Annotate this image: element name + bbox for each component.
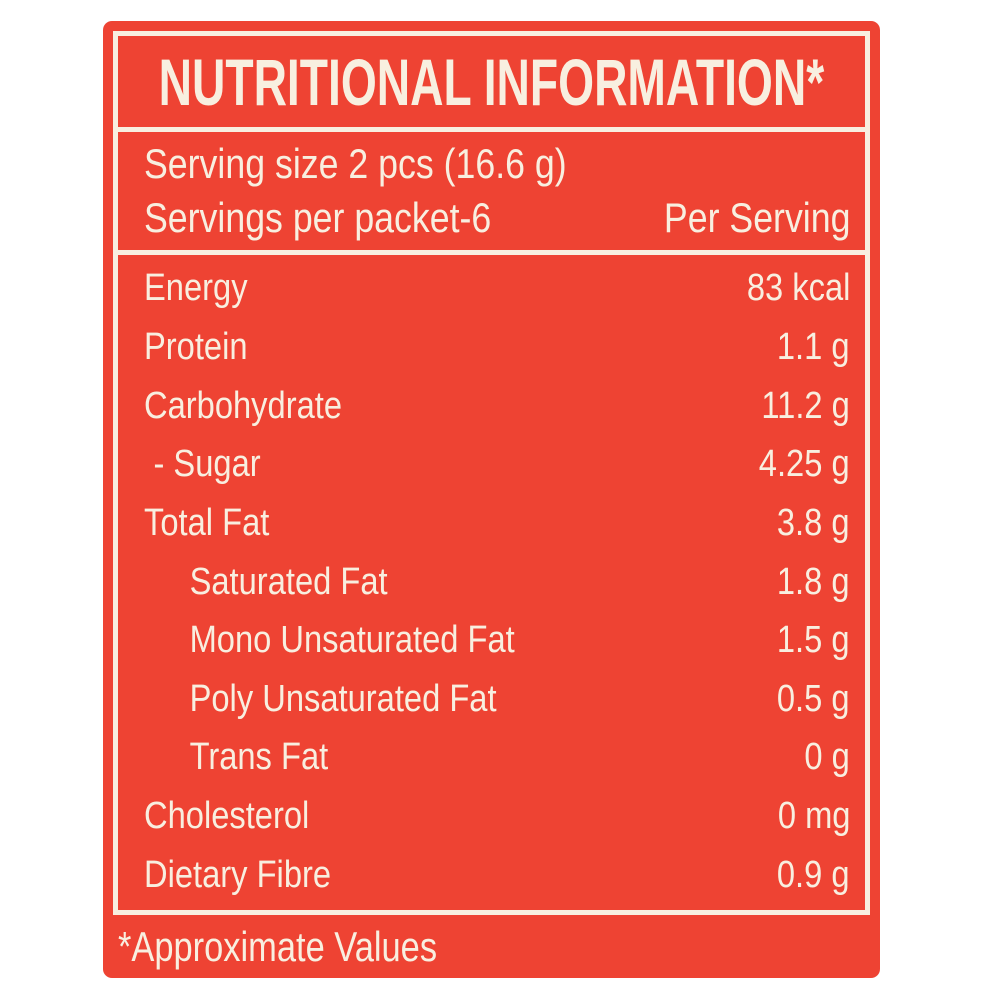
nutrient-name: Cholesterol xyxy=(144,795,310,838)
nutrient-value: 11.2 g xyxy=(761,384,850,427)
nutrient-value: 0 mg xyxy=(777,795,850,838)
nutrient-row: Protein 1.1 g xyxy=(144,318,850,377)
divider-serving-table xyxy=(118,250,865,255)
nutrient-row: Mono Unsaturated Fat 1.5 g xyxy=(144,611,850,670)
nutrient-value: 83 kcal xyxy=(746,267,850,310)
nutrient-row: Energy 83 kcal xyxy=(144,259,850,318)
nutrient-table: Energy 83 kcal Protein 1.1 g Carbohydrate 11.… xyxy=(118,255,865,910)
nutrient-value: 1.1 g xyxy=(777,325,850,368)
nutrient-name: - Sugar xyxy=(153,443,261,486)
divider-title-serving xyxy=(118,127,865,132)
nutrient-row: - Sugar 4.25 g xyxy=(144,435,850,494)
per-serving-column-header: Per Serving xyxy=(663,193,850,241)
nutrient-value: 0 g xyxy=(804,736,850,779)
footnote-section: *Approximate Values xyxy=(118,920,507,974)
serving-size-text: Serving size 2 pcs (16.6 g) xyxy=(144,140,567,188)
nutrient-row: Dietary Fibre 0.9 g xyxy=(144,845,850,904)
nutrient-row: Carbohydrate 11.2 g xyxy=(144,376,850,435)
nutrient-name: Poly Unsaturated Fat xyxy=(189,677,497,720)
nutrient-name: Trans Fat xyxy=(189,736,329,779)
nutrient-row: Cholesterol 0 mg xyxy=(144,787,850,846)
nutrient-value: 0.9 g xyxy=(777,853,850,896)
nutrient-row: Total Fat 3.8 g xyxy=(144,494,850,553)
nutrient-name: Saturated Fat xyxy=(189,560,388,603)
nutrient-value: 0.5 g xyxy=(777,677,850,720)
nutrient-name: Carbohydrate xyxy=(144,384,343,427)
title-section: NUTRITIONAL INFORMATION* xyxy=(118,36,865,127)
nutrient-row: Poly Unsaturated Fat 0.5 g xyxy=(144,669,850,728)
nutrient-value: 1.5 g xyxy=(777,619,850,662)
nutrient-name: Energy xyxy=(144,267,248,310)
serving-section: Serving size 2 pcs (16.6 g) Servings per… xyxy=(118,132,865,250)
nutrient-value: 4.25 g xyxy=(759,443,850,486)
servings-per-packet-line: Servings per packet-6 Per Serving xyxy=(144,193,850,241)
nutrient-row: Trans Fat 0 g xyxy=(144,728,850,787)
approximate-values-note: *Approximate Values xyxy=(118,923,438,970)
nutrient-name: Protein xyxy=(144,325,248,368)
nutrient-row: Saturated Fat 1.8 g xyxy=(144,552,850,611)
serving-size-line: Serving size 2 pcs (16.6 g) xyxy=(144,142,850,186)
label-frame: NUTRITIONAL INFORMATION* Serving size 2 … xyxy=(113,31,870,915)
nutrient-value: 3.8 g xyxy=(777,501,850,544)
nutrient-name: Total Fat xyxy=(144,501,270,544)
nutrient-value: 1.8 g xyxy=(777,560,850,603)
nutrient-name: Dietary Fibre xyxy=(144,853,332,896)
nutrient-name: Mono Unsaturated Fat xyxy=(189,619,515,662)
servings-per-packet-text: Servings per packet-6 xyxy=(144,193,492,241)
nutritional-information-title: NUTRITIONAL INFORMATION* xyxy=(158,44,825,119)
nutrition-label-panel: NUTRITIONAL INFORMATION* Serving size 2 … xyxy=(103,21,880,978)
